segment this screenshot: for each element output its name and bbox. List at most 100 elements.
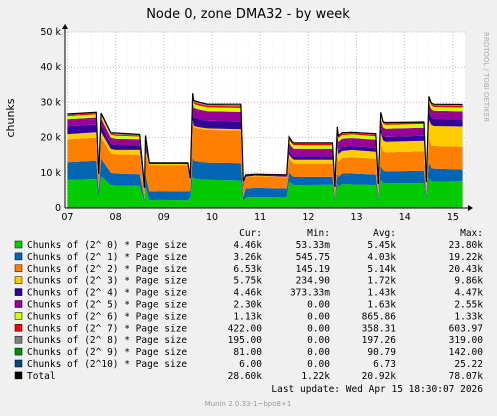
y-tick-label: 30 k xyxy=(40,97,61,108)
area-series-3 xyxy=(67,120,463,194)
legend-row: Total 28.60k 1.22k 20.92k 78.07k xyxy=(14,371,484,382)
x-tick-label: 07 xyxy=(61,212,73,223)
legend-value-avg: 5.14k xyxy=(367,264,396,275)
legend-value-max: 319.00 xyxy=(449,335,484,346)
legend-value-max: 603.97 xyxy=(449,323,483,334)
y-tick-labels: 0 10 k 20 k 30 k 40 k 50 k xyxy=(40,27,61,214)
legend-header-max: Max: xyxy=(460,228,483,239)
legend-value-max: 4.47k xyxy=(454,288,483,299)
legend-row: Chunks of (2^ 5) * Page size 2.30k 0.00 1.6… xyxy=(14,300,483,311)
legend-swatch xyxy=(14,347,23,356)
legend-value-max: 20.43k xyxy=(449,264,484,275)
legend-swatch xyxy=(14,276,23,284)
legend-value-min: 145.19 xyxy=(296,264,331,275)
legend-label: Chunks of (2^10) * Page size xyxy=(27,359,187,370)
legend-value-cur: 6.53k xyxy=(233,264,262,275)
y-tick-label: 50 k xyxy=(40,27,61,38)
legend-row: Chunks of (2^ 1) * Page size 3.26k 545.75 4… xyxy=(14,252,484,263)
legend-label: Chunks of (2^ 1) * Page size xyxy=(27,252,187,263)
legend-value-max: 1.33k xyxy=(454,311,483,322)
y-tick-label: 0 xyxy=(55,203,61,214)
area-series-2 xyxy=(67,121,463,200)
legend-value-avg: 4.03k xyxy=(367,252,396,263)
legend-value-cur: 1.13k xyxy=(233,311,262,322)
x-tick-label: 13 xyxy=(351,212,363,223)
legend-label: Chunks of (2^ 2) * Page size xyxy=(27,264,187,275)
total-line xyxy=(67,93,463,188)
chart-title: Node 0, zone DMA32 - by week xyxy=(146,7,350,22)
legend-label: Chunks of (2^ 5) * Page size xyxy=(27,300,187,311)
legend-value-max: 19.22k xyxy=(449,252,484,263)
legend-header-avg: Avg: xyxy=(373,228,396,239)
legend-value-min: 0.00 xyxy=(307,311,330,322)
legend-row: Chunks of (2^ 7) * Page size 422.00 0.00 35… xyxy=(14,323,483,334)
legend-swatch xyxy=(14,324,23,332)
legend-value-cur: 2.30k xyxy=(233,300,262,311)
legend-row: Chunks of (2^10) * Page size 6.00 0.00 6.73… xyxy=(14,359,483,370)
x-tick-label: 10 xyxy=(206,212,218,223)
legend-value-max: 9.86k xyxy=(454,276,483,287)
x-tick-label: 12 xyxy=(302,212,314,223)
area-series-0 xyxy=(67,176,463,208)
legend: Chunks of (2^ 0) * Page size 4.46k 53.33m 5… xyxy=(14,240,484,382)
legend-swatch xyxy=(14,252,23,261)
legend-value-min: 0.00 xyxy=(307,359,330,370)
legend-value-cur: 81.00 xyxy=(233,347,262,358)
x-tick-labels: 07 08 09 10 11 12 13 14 15 xyxy=(61,212,459,223)
legend-value-cur: 195.00 xyxy=(228,335,263,346)
legend-value-max: 142.00 xyxy=(449,347,484,358)
legend-value-min: 1.22k xyxy=(301,371,330,382)
legend-value-avg: 358.31 xyxy=(362,323,397,334)
x-tick-label: 08 xyxy=(110,212,122,223)
legend-value-max: 2.55k xyxy=(454,300,483,311)
legend-value-cur: 422.00 xyxy=(228,323,263,334)
legend-value-cur: 5.75k xyxy=(233,276,262,287)
legend-swatch xyxy=(14,312,23,320)
x-tick-label: 14 xyxy=(399,212,411,223)
legend-row: Chunks of (2^ 8) * Page size 195.00 0.00 19… xyxy=(14,335,484,346)
y-axis-label: chunks xyxy=(4,98,17,137)
legend-value-avg: 197.26 xyxy=(362,335,397,346)
legend-value-min: 234.90 xyxy=(296,276,331,287)
x-tick-label: 15 xyxy=(447,212,459,223)
legend-row: Chunks of (2^ 9) * Page size 81.00 0.00 90.… xyxy=(14,347,484,358)
legend-value-cur: 3.26k xyxy=(233,252,262,263)
legend-value-max: 78.07k xyxy=(449,371,484,382)
y-tick-label: 10 k xyxy=(40,168,61,179)
legend-value-min: 373.33m xyxy=(290,288,330,299)
legend-label: Chunks of (2^ 7) * Page size xyxy=(27,323,187,334)
x-tick-label: 11 xyxy=(254,212,266,223)
legend-value-min: 0.00 xyxy=(307,335,330,346)
legend-value-avg: 1.63k xyxy=(367,300,396,311)
legend-value-avg: 20.92k xyxy=(362,371,397,382)
legend-row: Chunks of (2^ 2) * Page size 6.53k 145.19 5… xyxy=(14,264,484,275)
legend-row: Chunks of (2^ 0) * Page size 4.46k 53.33m 5… xyxy=(14,240,483,251)
legend-label: Total xyxy=(27,371,56,382)
munin-footer: Munin 2.0.33-1~bpo8+1 xyxy=(205,400,292,408)
legend-header-cur: Cur: xyxy=(239,228,262,239)
total-series-line xyxy=(67,93,463,188)
legend-value-avg: 6.73 xyxy=(373,359,396,370)
legend-value-avg: 1.43k xyxy=(367,288,396,299)
legend-value-avg: 865.86 xyxy=(362,311,397,322)
x-tick-label: 09 xyxy=(158,212,170,223)
last-update: Last update: Wed Apr 15 18:30:07 2026 xyxy=(271,384,483,395)
legend-label: Chunks of (2^ 8) * Page size xyxy=(27,335,187,346)
legend-value-min: 0.00 xyxy=(307,347,330,358)
y-tick-label: 20 k xyxy=(40,133,61,144)
legend-swatch xyxy=(14,371,23,380)
legend-value-avg: 5.45k xyxy=(367,240,396,251)
y-tick-label: 40 k xyxy=(40,62,61,73)
legend-value-min: 53.33m xyxy=(296,240,331,251)
legend-value-min: 0.00 xyxy=(307,300,330,311)
legend-label: Chunks of (2^ 9) * Page size xyxy=(27,347,187,358)
area-series-4 xyxy=(67,111,463,193)
legend-swatch xyxy=(14,335,23,344)
legend-label: Chunks of (2^ 3) * Page size xyxy=(27,276,187,287)
legend-swatch xyxy=(14,300,23,308)
legend-row: Chunks of (2^ 6) * Page size 1.13k 0.00 865… xyxy=(14,311,483,322)
rrdtool-label: RRDTOOL / TOBI OETIKER xyxy=(482,32,490,122)
legend-value-cur: 28.60k xyxy=(228,371,263,382)
area-series xyxy=(67,93,463,208)
axes xyxy=(62,24,473,211)
